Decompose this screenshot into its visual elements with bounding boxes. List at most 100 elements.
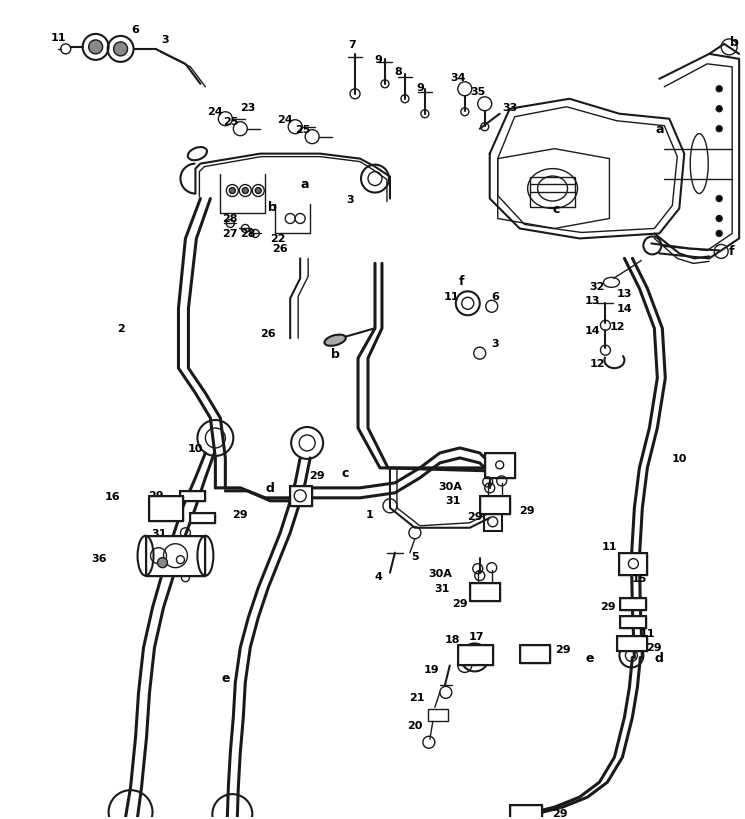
Text: 9: 9	[374, 55, 382, 65]
Bar	[485, 454, 515, 478]
Text: 12: 12	[590, 359, 605, 369]
Text: 8: 8	[394, 67, 402, 77]
Circle shape	[113, 43, 127, 57]
Text: f: f	[729, 245, 734, 258]
Text: 29: 29	[555, 645, 571, 654]
Text: 30A: 30A	[428, 568, 451, 578]
Text: 13: 13	[617, 289, 632, 299]
Text: 6: 6	[491, 292, 498, 302]
Text: 19: 19	[424, 664, 440, 675]
Bar	[145, 536, 206, 576]
Text: 31: 31	[445, 495, 460, 505]
Text: b: b	[729, 36, 738, 49]
Text: 29: 29	[600, 601, 615, 611]
Circle shape	[716, 197, 722, 202]
Bar	[470, 583, 500, 601]
Text: b: b	[267, 201, 276, 214]
Text: 35: 35	[470, 87, 486, 97]
Text: 26: 26	[261, 328, 276, 339]
Text: 14: 14	[585, 326, 600, 336]
Text: 4: 4	[374, 571, 382, 581]
Text: 13: 13	[585, 296, 600, 306]
Text: 12: 12	[609, 322, 625, 332]
Text: b: b	[331, 347, 340, 360]
Bar	[520, 645, 550, 663]
Text: 3: 3	[346, 194, 354, 204]
Text: 28: 28	[241, 229, 256, 239]
Text: 3: 3	[162, 35, 169, 45]
Text: 11: 11	[51, 33, 66, 43]
Text: 36: 36	[91, 553, 107, 563]
Text: 10: 10	[188, 443, 203, 454]
Text: 33: 33	[502, 102, 517, 112]
Bar	[428, 709, 448, 722]
Circle shape	[716, 231, 722, 238]
Text: 14: 14	[617, 304, 633, 314]
Circle shape	[242, 188, 248, 194]
Text: 24: 24	[208, 106, 224, 116]
Bar	[619, 553, 647, 575]
Text: 21: 21	[409, 693, 425, 703]
Text: 29: 29	[452, 598, 468, 608]
Circle shape	[716, 127, 722, 133]
Bar	[621, 616, 647, 627]
Text: 1: 1	[366, 509, 374, 519]
Text: 9: 9	[416, 83, 424, 93]
Text: c: c	[553, 203, 560, 215]
Ellipse shape	[324, 335, 346, 346]
Bar	[291, 486, 312, 506]
Text: 31: 31	[150, 528, 166, 538]
Text: f: f	[459, 274, 465, 287]
Bar	[148, 496, 183, 521]
Text: e: e	[221, 671, 229, 684]
Bar	[520, 645, 550, 663]
Circle shape	[716, 106, 722, 112]
Bar	[145, 536, 206, 576]
Text: 29: 29	[647, 643, 662, 653]
Text: 29: 29	[552, 808, 568, 818]
Text: 29: 29	[309, 470, 325, 480]
Text: 29: 29	[148, 491, 163, 500]
Text: c: c	[341, 467, 349, 480]
Text: 30: 30	[151, 553, 166, 563]
Text: d: d	[655, 651, 664, 664]
Text: a: a	[301, 178, 309, 191]
Bar	[480, 496, 510, 514]
Bar	[191, 514, 215, 523]
Bar	[191, 514, 215, 523]
Text: 16: 16	[105, 491, 121, 501]
Bar	[510, 805, 542, 819]
Text: 5: 5	[411, 551, 419, 561]
Bar	[530, 178, 574, 207]
Circle shape	[716, 216, 722, 222]
Text: 17: 17	[469, 631, 484, 640]
Text: 32: 32	[590, 282, 605, 292]
Text: 29: 29	[232, 509, 248, 519]
Bar	[480, 496, 510, 514]
Text: 27: 27	[223, 229, 238, 239]
Circle shape	[89, 41, 103, 55]
Bar	[180, 491, 206, 501]
Text: 18: 18	[445, 635, 460, 645]
Bar	[510, 805, 542, 819]
Text: 15: 15	[632, 573, 647, 583]
Text: 30A: 30A	[438, 482, 462, 491]
Text: 2: 2	[117, 324, 124, 334]
Bar	[484, 514, 501, 531]
Text: 23: 23	[241, 102, 256, 112]
Text: 29: 29	[519, 505, 534, 515]
Text: 11: 11	[602, 541, 617, 551]
Text: 29: 29	[467, 511, 483, 521]
Bar	[180, 491, 206, 501]
Bar	[457, 645, 492, 666]
Circle shape	[716, 87, 722, 93]
Text: e: e	[586, 651, 594, 664]
Circle shape	[157, 558, 168, 568]
Text: 20: 20	[408, 721, 422, 731]
Text: 24: 24	[277, 115, 293, 124]
Text: 11: 11	[444, 292, 460, 302]
Text: 6: 6	[132, 25, 139, 35]
Circle shape	[256, 188, 261, 194]
Text: 3: 3	[491, 339, 498, 349]
Bar	[618, 636, 647, 652]
